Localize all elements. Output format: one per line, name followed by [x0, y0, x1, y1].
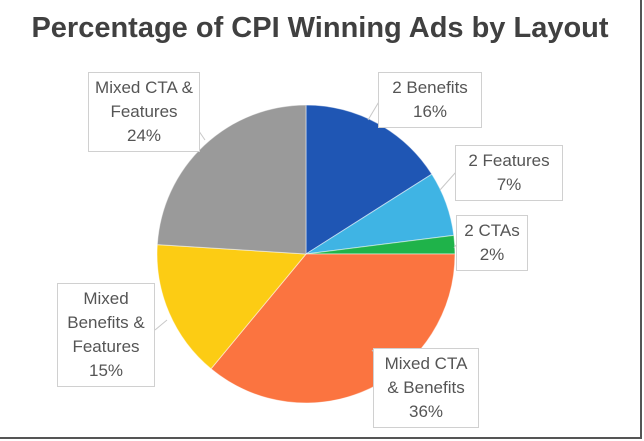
slice-percent: 7%	[496, 175, 522, 194]
chart-title: Percentage of CPI Winning Ads by Layout	[31, 12, 609, 44]
leader-line	[439, 171, 457, 191]
label-2-benefits: 2 Benefits 16%	[378, 72, 482, 128]
leader-line	[154, 319, 168, 331]
leader-line	[453, 244, 457, 249]
slice-label: 2 Benefits	[392, 78, 468, 97]
slice-label: Mixed CTA & Features	[95, 78, 193, 121]
label-mixed-cta-features: Mixed CTA & Features 24%	[88, 72, 200, 152]
slice-percent: 2%	[479, 245, 505, 264]
slice-label: Mixed CTA & Benefits	[384, 354, 468, 397]
pie-slice-mixed-benefits-features	[156, 244, 308, 370]
label-2-ctas: 2 CTAs 2%	[456, 215, 528, 271]
slice-percent: 24%	[126, 126, 162, 145]
slice-percent: 16%	[412, 102, 448, 121]
slice-label: Mixed Benefits & Features	[67, 289, 145, 356]
label-mixed-benefits-features: Mixed Benefits & Features 15%	[57, 283, 155, 387]
slice-label: 2 Features	[468, 151, 550, 170]
slice-percent: 36%	[408, 402, 444, 421]
label-2-features: 2 Features 7%	[455, 145, 563, 201]
label-mixed-cta-benefits: Mixed CTA & Benefits 36%	[373, 348, 479, 428]
pie-slice-2-benefits	[305, 104, 433, 255]
slice-label: 2 CTAs	[464, 221, 520, 240]
pie-slice-mixed-cta-features	[156, 104, 307, 255]
slice-percent: 15%	[88, 361, 124, 380]
